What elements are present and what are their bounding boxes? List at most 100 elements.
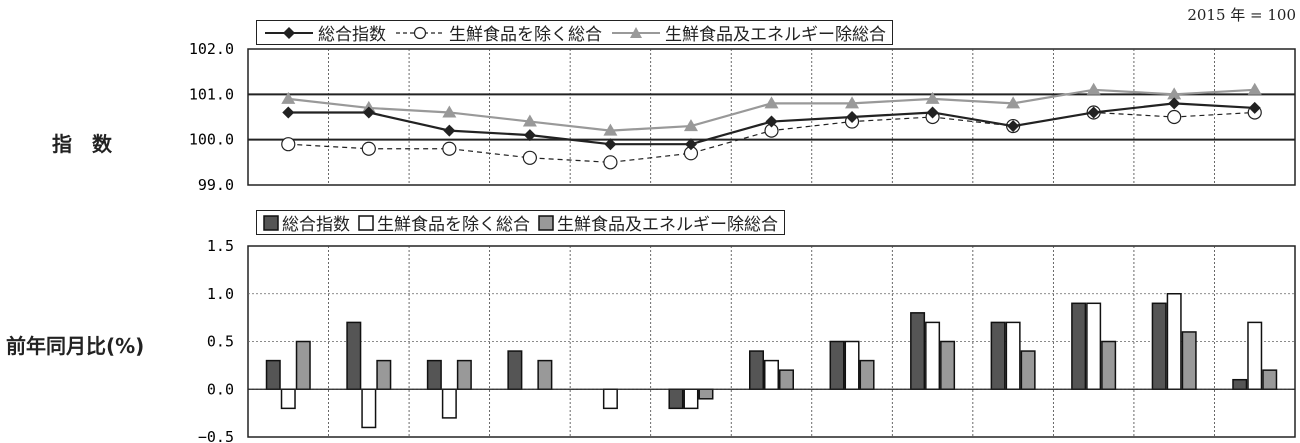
bar-y-tick-label: 1.5 [207,237,234,255]
bar-series-2 [859,359,875,391]
bar-series-1 [1005,321,1021,390]
base-year-note: 2015 年 = 100 [1187,6,1296,24]
bar-series-0 [346,321,362,390]
data-point [765,115,778,128]
bar-series-1 [925,321,941,390]
legend-label: 総合指数 [318,25,386,45]
bar-series-0 [426,359,442,391]
legend-bar-swatch [358,214,374,231]
data-point [1168,97,1181,110]
data-point [1247,82,1262,95]
bar-series-0 [507,350,523,390]
bar-y-tick-label: 0.5 [207,333,234,351]
bar-series-0 [668,388,684,410]
bar-series-1 [764,359,779,391]
legend-label: 総合指数 [282,215,350,235]
bar-series-0 [829,340,845,390]
yoy-row-label: 前年同月比(%) [6,334,145,358]
bar-series-1 [1166,293,1182,390]
data-point [603,155,618,170]
data-point [442,105,457,118]
legend-item: 生鮮食品及エネルギー除総合 [610,20,886,45]
data-point [281,91,296,104]
data-point [442,141,457,156]
bar-series-2 [376,359,392,391]
line-y-tick-label: 99.0 [198,176,234,194]
bar-series-1 [441,388,457,419]
bar-series-2 [940,340,956,390]
bar-y-tick-label: −0.5 [198,428,234,443]
line-y-tick-label: 100.0 [189,131,234,149]
data-point [684,138,697,151]
bar-series-0 [1071,302,1087,390]
bar-series-2 [1020,350,1036,390]
data-point [683,119,698,132]
data-point [522,150,537,165]
index-row-label: 指 数 [52,132,112,156]
legend-line-swatch [396,26,444,39]
bar-series-0 [749,350,764,390]
bar-series-0 [990,321,1006,390]
legend-label: 生鮮食品を除く総合 [449,25,602,45]
data-point [282,106,295,119]
bar-series-1 [844,340,860,390]
data-point [925,91,940,104]
data-point [926,106,939,119]
data-point [1167,109,1182,125]
data-point [1086,82,1101,95]
bar-series-1 [602,388,618,410]
legend-item: 生鮮食品及エネルギー除総合 [538,210,778,235]
line-y-tick-label: 102.0 [189,40,234,58]
data-point [522,114,537,127]
bar-series-0 [910,312,926,391]
legend-item: 総合指数 [263,210,350,235]
bar-series-2 [1181,331,1197,391]
data-point [443,124,456,137]
bar-series-2 [295,340,311,390]
series-markers-0 [282,97,1261,151]
bar-series-2 [1262,369,1278,390]
data-point [1007,120,1020,133]
bar-series-1 [1247,321,1263,390]
bar-series-1 [280,388,296,410]
data-point [1167,87,1182,100]
bar-y-tick-label: 0.0 [207,380,234,398]
data-point [604,138,617,151]
data-point [1087,106,1100,119]
bar-y-tick-label: 1.0 [207,285,234,303]
bar-series-0 [1151,302,1167,390]
legend-bar-swatch [263,214,279,231]
bar-series-2 [698,388,714,400]
legend-label: 生鮮食品を除く総合 [377,215,530,235]
legend-item: 総合指数 [263,20,386,45]
data-point [1248,101,1261,114]
line-chart-legend: 総合指数 生鮮食品を除く総合 生鮮食品及エネルギー除総合 [256,20,893,45]
bar-series-0 [265,359,281,391]
bar-series-2 [537,359,553,391]
legend-line-swatch [612,26,660,38]
data-point [1006,96,1021,109]
legend-item: 生鮮食品を除く総合 [358,210,530,235]
bar-series-2 [456,359,472,391]
legend-item: 生鮮食品を除く総合 [394,20,602,45]
line-y-tick-label: 101.0 [189,85,234,103]
legend-bar-swatch [538,214,554,231]
data-point [523,129,536,142]
data-point [361,141,376,156]
bar-series-2 [1101,340,1117,390]
bar-series-1 [1086,302,1102,390]
data-point [764,96,779,109]
data-point [846,111,859,123]
legend-label: 生鮮食品及エネルギー除総合 [665,25,886,45]
bar-series-1 [683,388,699,410]
bar-chart-legend: 総合指数 生鮮食品を除く総合 生鮮食品及エネルギー除総合 [256,210,785,235]
legend-line-swatch [265,26,313,39]
bar-series-1 [361,388,377,429]
bar-series-2 [779,369,794,390]
data-point [603,123,618,136]
bar-series-0 [1232,378,1248,391]
data-point [281,137,296,152]
data-point [845,96,860,109]
legend-label: 生鮮食品及エネルギー除総合 [557,215,778,235]
